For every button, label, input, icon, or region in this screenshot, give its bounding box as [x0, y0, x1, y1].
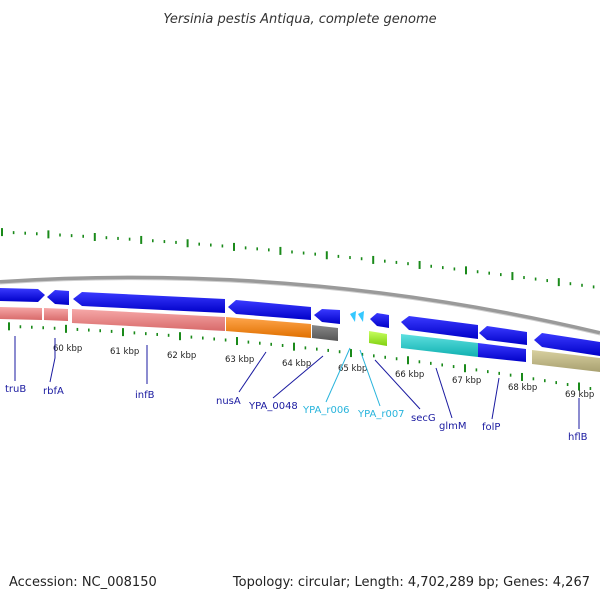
kbp-label: 65 kbp	[338, 364, 367, 374]
feature-arrow[interactable]	[479, 326, 527, 345]
feature-arrow[interactable]	[73, 292, 225, 313]
gc-content-track	[1, 228, 595, 289]
feature-block[interactable]	[72, 309, 225, 331]
kbp-scale-labels: 60 kbp 61 kbp 62 kbp 63 kbp 64 kbp 65 kb…	[53, 344, 594, 400]
gene-labels: truB rbfA infB nusA YPA_0048 YPA_r006 YP…	[5, 384, 588, 443]
gene-label-truB[interactable]: truB	[5, 384, 26, 395]
kbp-label: 62 kbp	[167, 351, 196, 361]
reverse-strand-features	[0, 307, 600, 372]
feature-block[interactable]	[401, 334, 478, 357]
gene-label-hflB[interactable]: hflB	[568, 432, 588, 443]
feature-arrow[interactable]	[358, 311, 364, 322]
feature-arrow[interactable]	[534, 333, 600, 356]
gene-label-secG[interactable]: secG	[411, 413, 436, 424]
feature-block[interactable]	[226, 317, 311, 338]
feature-block[interactable]	[478, 343, 526, 362]
feature-arrow[interactable]	[350, 311, 356, 322]
kbp-label: 67 kbp	[452, 376, 481, 386]
gene-label-infB[interactable]: infB	[135, 390, 155, 401]
gene-label-glmM[interactable]: glmM	[439, 421, 467, 432]
feature-block[interactable]	[369, 331, 387, 346]
gene-label-YPA_0048[interactable]: YPA_0048	[248, 401, 298, 412]
map-title: Yersinia pestis Antiqua, complete genome	[163, 12, 436, 27]
kbp-label: 68 kbp	[508, 383, 537, 393]
forward-strand-features	[0, 288, 600, 356]
feature-arrow[interactable]	[0, 288, 45, 302]
feature-block[interactable]	[44, 308, 68, 321]
feature-arrow[interactable]	[314, 309, 340, 324]
backbone-highlight	[0, 279, 600, 336]
feature-arrow[interactable]	[401, 316, 478, 339]
feature-block[interactable]	[0, 307, 42, 320]
gene-label-YPA_r006[interactable]: YPA_r006	[302, 405, 350, 416]
gene-label-YPA_r007[interactable]: YPA_r007	[357, 409, 405, 420]
feature-arrow[interactable]	[370, 313, 389, 328]
kbp-label: 60 kbp	[53, 344, 82, 354]
gene-label-folP[interactable]: folP	[482, 422, 500, 433]
kbp-label: 61 kbp	[110, 347, 139, 357]
genome-summary-text: Topology: circular; Length: 4,702,289 bp…	[232, 575, 590, 590]
kbp-label: 63 kbp	[225, 355, 254, 365]
gene-label-rbfA[interactable]: rbfA	[43, 386, 64, 397]
feature-arrow[interactable]	[228, 300, 311, 320]
feature-arrow[interactable]	[47, 290, 69, 305]
feature-block[interactable]	[532, 350, 600, 372]
kbp-label: 64 kbp	[282, 359, 311, 369]
feature-block[interactable]	[312, 325, 338, 341]
backbone-line	[0, 275, 600, 335]
scale-ticks	[8, 322, 592, 391]
gene-label-nusA[interactable]: nusA	[216, 396, 241, 407]
kbp-label: 69 kbp	[565, 390, 594, 400]
kbp-label: 66 kbp	[395, 370, 424, 380]
accession-text: Accession: NC_008150	[9, 575, 157, 590]
gene-leader-lines	[14, 336, 580, 429]
